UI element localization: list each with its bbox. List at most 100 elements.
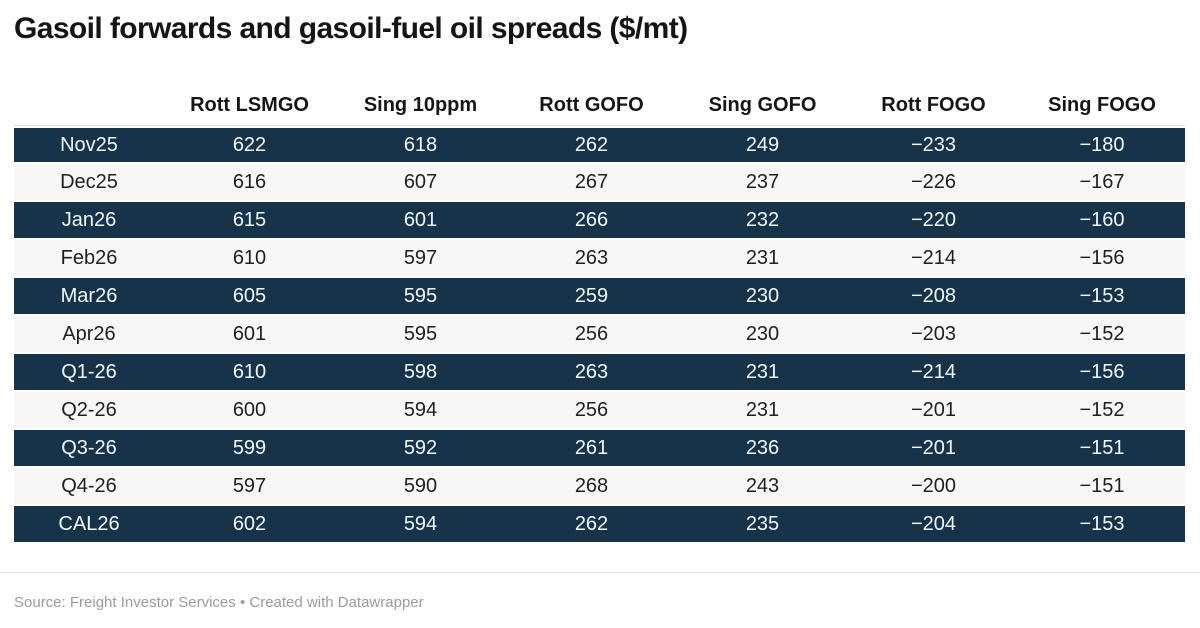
cell-q4-26-sing-fogo: −151	[1019, 468, 1185, 506]
cell-q1-26-sing-fogo: −156	[1019, 354, 1185, 392]
row-label: Q3-26	[14, 430, 164, 468]
cell-feb26-rott-gofo: 263	[506, 240, 677, 278]
cell-q4-26-rott-lsmgo: 597	[164, 468, 335, 506]
cell-jan26-sing-10ppm: 601	[335, 202, 506, 240]
cell-q1-26-sing-10ppm: 598	[335, 354, 506, 392]
column-header-rott-lsmgo: Rott LSMGO	[164, 86, 335, 126]
cell-q2-26-sing-10ppm: 594	[335, 392, 506, 430]
cell-dec25-sing-fogo: −167	[1019, 164, 1185, 202]
cell-apr26-sing-gofo: 230	[677, 316, 848, 354]
cell-jan26-sing-fogo: −160	[1019, 202, 1185, 240]
cell-feb26-rott-fogo: −214	[848, 240, 1019, 278]
cell-mar26-sing-fogo: −153	[1019, 278, 1185, 316]
cell-dec25-sing-10ppm: 607	[335, 164, 506, 202]
cell-q1-26-sing-gofo: 231	[677, 354, 848, 392]
cell-q3-26-sing-10ppm: 592	[335, 430, 506, 468]
row-label: Dec25	[14, 164, 164, 202]
cell-dec25-rott-lsmgo: 616	[164, 164, 335, 202]
cell-apr26-rott-gofo: 256	[506, 316, 677, 354]
row-label: Q4-26	[14, 468, 164, 506]
footer-divider	[0, 572, 1200, 573]
cell-jan26-sing-gofo: 232	[677, 202, 848, 240]
table-row-jan26: Jan26 615 601 266 232 −220 −160	[14, 202, 1185, 240]
gasoil-forwards-table: Rott LSMGO Sing 10ppm Rott GOFO Sing GOFO Ro…	[14, 86, 1185, 544]
chart-footer: Source: Freight Investor Services • Crea…	[14, 594, 424, 612]
row-label: Nov25	[14, 126, 164, 164]
cell-jan26-rott-gofo: 266	[506, 202, 677, 240]
source-label: Source:	[14, 594, 70, 611]
cell-dec25-rott-gofo: 267	[506, 164, 677, 202]
table-row-q1-26: Q1-26 610 598 263 231 −214 −156	[14, 354, 1185, 392]
cell-q4-26-rott-gofo: 268	[506, 468, 677, 506]
column-header-sing-gofo: Sing GOFO	[677, 86, 848, 126]
row-label: CAL26	[14, 506, 164, 544]
cell-apr26-rott-fogo: −203	[848, 316, 1019, 354]
cell-cal26-sing-fogo: −153	[1019, 506, 1185, 544]
row-label: Mar26	[14, 278, 164, 316]
row-label: Apr26	[14, 316, 164, 354]
row-label: Q2-26	[14, 392, 164, 430]
cell-cal26-rott-fogo: −204	[848, 506, 1019, 544]
cell-feb26-rott-lsmgo: 610	[164, 240, 335, 278]
cell-cal26-rott-gofo: 262	[506, 506, 677, 544]
column-header-rott-fogo: Rott FOGO	[848, 86, 1019, 126]
cell-q4-26-sing-10ppm: 590	[335, 468, 506, 506]
table-body: Nov25 622 618 262 249 −233 −180 Dec25 616 607 267 2…	[14, 126, 1185, 544]
cell-mar26-rott-fogo: −208	[848, 278, 1019, 316]
cell-mar26-sing-10ppm: 595	[335, 278, 506, 316]
cell-q2-26-sing-gofo: 231	[677, 392, 848, 430]
cell-nov25-sing-gofo: 249	[677, 126, 848, 164]
cell-feb26-sing-gofo: 231	[677, 240, 848, 278]
row-label: Jan26	[14, 202, 164, 240]
cell-q4-26-rott-fogo: −200	[848, 468, 1019, 506]
table-row-cal26: CAL26 602 594 262 235 −204 −153	[14, 506, 1185, 544]
table-row-q3-26: Q3-26 599 592 261 236 −201 −151	[14, 430, 1185, 468]
cell-q2-26-sing-fogo: −152	[1019, 392, 1185, 430]
cell-cal26-rott-lsmgo: 602	[164, 506, 335, 544]
cell-nov25-rott-fogo: −233	[848, 126, 1019, 164]
cell-jan26-rott-lsmgo: 615	[164, 202, 335, 240]
cell-q3-26-sing-gofo: 236	[677, 430, 848, 468]
cell-mar26-rott-lsmgo: 605	[164, 278, 335, 316]
row-label: Q1-26	[14, 354, 164, 392]
cell-q1-26-rott-gofo: 263	[506, 354, 677, 392]
cell-jan26-rott-fogo: −220	[848, 202, 1019, 240]
cell-feb26-sing-fogo: −156	[1019, 240, 1185, 278]
cell-apr26-rott-lsmgo: 601	[164, 316, 335, 354]
cell-cal26-sing-gofo: 235	[677, 506, 848, 544]
datawrapper-attribution-link[interactable]: Created with Datawrapper	[249, 594, 424, 611]
table-row-feb26: Feb26 610 597 263 231 −214 −156	[14, 240, 1185, 278]
row-label: Feb26	[14, 240, 164, 278]
table-row-q4-26: Q4-26 597 590 268 243 −200 −151	[14, 468, 1185, 506]
table-row-q2-26: Q2-26 600 594 256 231 −201 −152	[14, 392, 1185, 430]
cell-q3-26-rott-gofo: 261	[506, 430, 677, 468]
column-header-sing-10ppm: Sing 10ppm	[335, 86, 506, 126]
table-header-row: Rott LSMGO Sing 10ppm Rott GOFO Sing GOFO Ro…	[14, 86, 1185, 126]
cell-apr26-sing-10ppm: 595	[335, 316, 506, 354]
source-name: Freight Investor Services	[69, 594, 236, 611]
cell-q2-26-rott-lsmgo: 600	[164, 392, 335, 430]
column-header-period	[14, 86, 164, 126]
table-row-nov25: Nov25 622 618 262 249 −233 −180	[14, 126, 1185, 164]
cell-q3-26-sing-fogo: −151	[1019, 430, 1185, 468]
column-header-sing-fogo: Sing FOGO	[1019, 86, 1185, 126]
cell-nov25-rott-gofo: 262	[506, 126, 677, 164]
cell-q2-26-rott-gofo: 256	[506, 392, 677, 430]
cell-nov25-sing-fogo: −180	[1019, 126, 1185, 164]
cell-q1-26-rott-lsmgo: 610	[164, 354, 335, 392]
cell-apr26-sing-fogo: −152	[1019, 316, 1185, 354]
table-row-dec25: Dec25 616 607 267 237 −226 −167	[14, 164, 1185, 202]
cell-cal26-sing-10ppm: 594	[335, 506, 506, 544]
column-header-rott-gofo: Rott GOFO	[506, 86, 677, 126]
cell-q2-26-rott-fogo: −201	[848, 392, 1019, 430]
cell-dec25-sing-gofo: 237	[677, 164, 848, 202]
cell-q4-26-sing-gofo: 243	[677, 468, 848, 506]
cell-dec25-rott-fogo: −226	[848, 164, 1019, 202]
cell-feb26-sing-10ppm: 597	[335, 240, 506, 278]
table-row-mar26: Mar26 605 595 259 230 −208 −153	[14, 278, 1185, 316]
cell-q3-26-rott-fogo: −201	[848, 430, 1019, 468]
cell-mar26-rott-gofo: 259	[506, 278, 677, 316]
cell-q3-26-rott-lsmgo: 599	[164, 430, 335, 468]
footer-separator: •	[235, 594, 250, 611]
